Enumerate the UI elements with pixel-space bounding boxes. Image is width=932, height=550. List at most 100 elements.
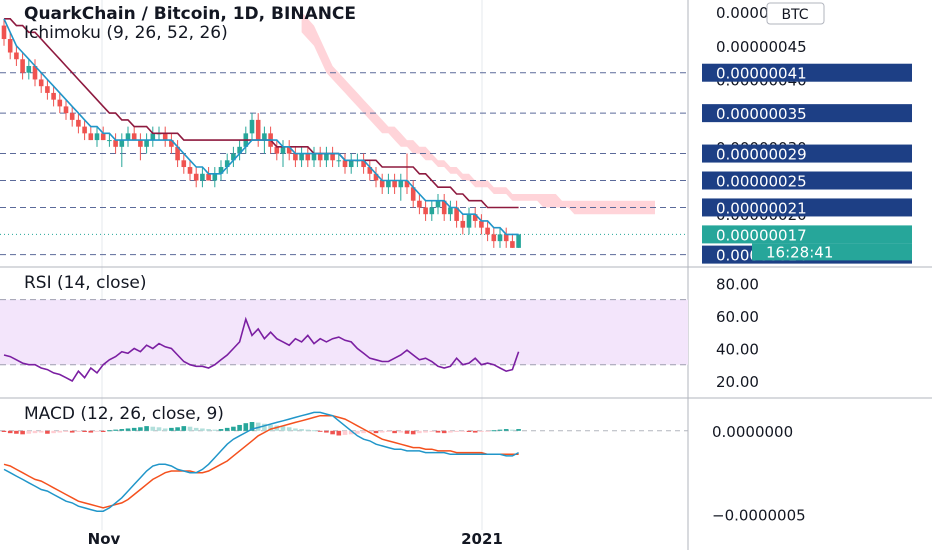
- macd-histogram-bar: [51, 430, 56, 434]
- macd-histogram-bar: [100, 430, 106, 432]
- macd-histogram-bar: [373, 430, 379, 434]
- macd-histogram-bar: [305, 429, 311, 431]
- macd-histogram-bar: [237, 424, 242, 431]
- candle-body: [429, 207, 435, 215]
- candle-body: [224, 160, 230, 168]
- candle-body: [181, 160, 187, 168]
- macd-histogram-bar: [32, 430, 38, 434]
- macd-histogram-bar: [107, 430, 112, 432]
- macd-histogram-bar: [448, 430, 453, 433]
- rsi-title: RSI (14, close): [24, 273, 147, 293]
- candle-body: [386, 180, 391, 188]
- macd-histogram-bar: [162, 428, 168, 431]
- macd-histogram-bar: [212, 429, 218, 431]
- macd-histogram-bar: [187, 426, 193, 431]
- candle-body: [32, 65, 38, 80]
- candle-body: [131, 133, 137, 141]
- macd-histogram-bar: [20, 430, 25, 435]
- candle-body: [479, 220, 484, 228]
- price-tick-label: 0.00000045: [716, 38, 807, 56]
- chart-title: QuarkChain / Bitcoin, 1D, BINANCE: [24, 4, 356, 24]
- macd-histogram-bar: [206, 429, 211, 431]
- candle-body: [119, 140, 125, 147]
- candle-body: [107, 140, 112, 142]
- macd-histogram-bar: [69, 430, 75, 433]
- macd-histogram-bar: [460, 430, 466, 432]
- macd-histogram-bar: [193, 427, 199, 431]
- candle-body: [317, 153, 323, 161]
- candle-body: [26, 65, 32, 73]
- candle-body: [218, 167, 224, 174]
- macd-histogram-bar: [280, 426, 286, 431]
- macd-histogram-bar: [14, 430, 19, 434]
- macd-histogram-bar: [386, 430, 391, 432]
- macd-histogram-bar: [113, 429, 118, 431]
- macd-histogram-bar: [398, 430, 404, 433]
- candle-body: [330, 153, 335, 161]
- rsi-tick-label: 80.00: [716, 275, 759, 293]
- candle-body: [144, 140, 149, 147]
- rsi-pane[interactable]: [0, 299, 688, 383]
- macd-pane[interactable]: [0, 411, 688, 512]
- time-label-2021: 2021: [461, 530, 503, 548]
- macd-histogram-bar: [392, 430, 397, 434]
- candle-body: [423, 207, 428, 215]
- macd-histogram-bar: [404, 430, 410, 434]
- currency-button[interactable]: BTC: [766, 2, 825, 25]
- candle-body: [45, 86, 50, 93]
- candle-body: [516, 234, 521, 248]
- macd-histogram-bar: [479, 430, 484, 432]
- candle-body: [311, 153, 317, 161]
- candle-body: [231, 153, 236, 161]
- price-level-label-box: [702, 198, 912, 217]
- macd-histogram-bar: [441, 430, 447, 434]
- candle-body: [69, 113, 75, 120]
- candle-body: [324, 153, 329, 161]
- candle-body: [510, 241, 515, 248]
- macd-histogram-bar: [26, 430, 32, 434]
- macd-histogram-bar: [169, 427, 174, 431]
- candle-body: [193, 173, 199, 181]
- candle-body: [14, 52, 19, 60]
- macd-title: MACD (12, 26, close, 9): [24, 404, 224, 424]
- candle-body: [435, 200, 441, 208]
- axes: 0.000000500.000000450.000000400.00000035…: [702, 4, 912, 525]
- rsi-tick-label: 40.00: [716, 340, 759, 358]
- price-level-label-box: [702, 104, 912, 123]
- price-pane[interactable]: [0, 12, 688, 256]
- macd-histogram-bar: [82, 430, 87, 432]
- macd-histogram-bar: [150, 426, 156, 431]
- macd-histogram-bar: [181, 426, 187, 431]
- rsi-tick-label: 60.00: [716, 308, 759, 326]
- macd-histogram-bar: [200, 428, 205, 431]
- candle-body: [249, 119, 255, 134]
- candle-body: [361, 160, 366, 168]
- candle-body: [367, 167, 373, 174]
- candle-body: [293, 153, 298, 161]
- price-level-label: 0.00000029: [716, 146, 807, 164]
- macd-histogram-bar: [243, 423, 249, 431]
- macd-histogram-bar: [63, 430, 69, 432]
- macd-histogram-bar: [262, 423, 267, 431]
- candle-body: [206, 173, 211, 181]
- candle-body: [150, 133, 156, 141]
- macd-histogram-bar: [324, 430, 329, 433]
- candle-body: [76, 119, 81, 127]
- currency-badge-label: BTC: [781, 7, 808, 23]
- macd-histogram-bar: [293, 428, 298, 431]
- candle-body: [286, 146, 292, 154]
- candle-body: [94, 133, 100, 141]
- time-label-nov: Nov: [88, 530, 121, 548]
- macd-histogram-bar: [224, 427, 230, 431]
- macd-histogram-bar: [330, 430, 335, 435]
- macd-histogram-bar: [138, 427, 143, 431]
- candle-body: [280, 146, 286, 154]
- price-level-label-box: [702, 144, 912, 163]
- candle-body: [82, 126, 87, 134]
- macd-histogram-bar: [299, 429, 304, 431]
- macd-signal-line: [3, 414, 519, 509]
- macd-histogram-bar: [218, 429, 224, 431]
- macd-histogram-bar: [45, 430, 50, 434]
